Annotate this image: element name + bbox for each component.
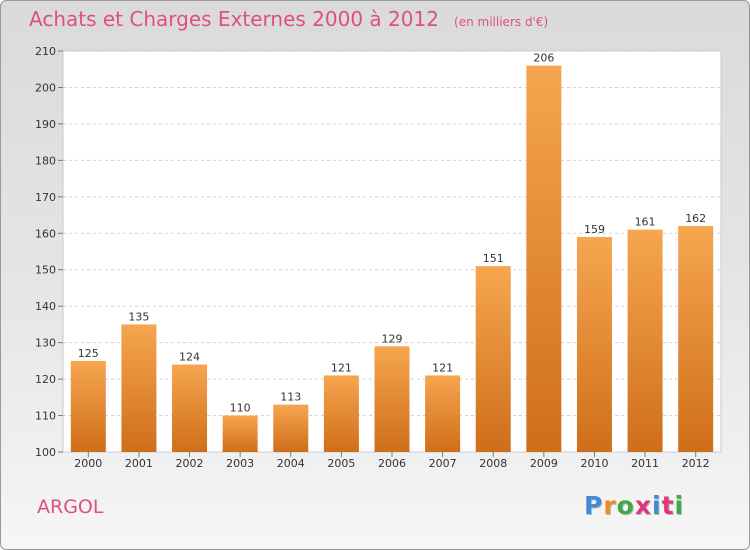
x-tick-label: 2011 <box>631 457 659 470</box>
bar-value-label: 121 <box>331 361 352 374</box>
bar-value-label: 162 <box>685 212 706 225</box>
bar <box>222 415 258 452</box>
y-tick-label: 190 <box>35 118 56 131</box>
commune-name: ARGOL <box>37 496 104 518</box>
x-tick-label: 2007 <box>429 457 457 470</box>
chart-subtitle: (en milliers d'€) <box>454 15 549 29</box>
logo-letter: t <box>661 491 675 520</box>
chart-title: Achats et Charges Externes 2000 à 2012 (… <box>29 7 548 31</box>
bar <box>475 266 511 452</box>
bar-value-label: 206 <box>533 52 554 65</box>
bar-value-label: 110 <box>230 402 251 415</box>
x-axis: 2000 2001 2002 2003 2004 2005 2006 2007 2008 2009… <box>74 452 710 470</box>
bars: 125 135 124 110 113 121 129 121 151 206 159 161 162 <box>70 52 714 452</box>
bar <box>121 324 157 452</box>
x-tick-label: 2010 <box>580 457 608 470</box>
y-tick-label: 180 <box>35 154 56 167</box>
bar-value-label: 151 <box>483 252 504 265</box>
y-tick-label: 210 <box>35 45 56 58</box>
y-tick-label: 170 <box>35 191 56 204</box>
logo-letter: i <box>652 491 662 520</box>
x-tick-label: 2005 <box>327 457 355 470</box>
bar-value-label: 129 <box>382 332 403 345</box>
bar-value-label: 113 <box>280 391 301 404</box>
bar-value-label: 124 <box>179 351 200 364</box>
bar-value-label: 125 <box>78 347 99 360</box>
y-tick-label: 110 <box>35 410 56 423</box>
x-tick-label: 2006 <box>378 457 406 470</box>
y-tick-label: 150 <box>35 264 56 277</box>
bar <box>678 225 714 452</box>
x-tick-label: 2000 <box>74 457 102 470</box>
bar-value-label: 159 <box>584 223 605 236</box>
logo-letter: P <box>584 491 604 520</box>
x-tick-label: 2009 <box>530 457 558 470</box>
bar <box>273 404 309 452</box>
y-axis: 100 110 120 130 140 150 160 170 180 190 200 210 <box>35 45 63 459</box>
bar <box>323 375 359 452</box>
bar <box>627 229 663 452</box>
logo-letter: o <box>616 491 635 520</box>
logo-letter: x <box>634 491 652 520</box>
x-tick-label: 2012 <box>682 457 710 470</box>
y-tick-label: 120 <box>35 373 56 386</box>
bar <box>70 360 106 452</box>
bar <box>374 346 410 452</box>
logo-letter: i <box>674 491 685 520</box>
x-tick-label: 2003 <box>226 457 254 470</box>
bar <box>526 65 562 452</box>
x-tick-label: 2004 <box>277 457 305 470</box>
x-tick-label: 2002 <box>176 457 204 470</box>
bar-value-label: 161 <box>635 216 656 229</box>
bar <box>576 236 612 452</box>
y-tick-label: 200 <box>35 81 56 94</box>
proxiti-logo: Proxiti <box>584 491 684 520</box>
bar-value-label: 135 <box>128 310 149 323</box>
y-tick-label: 130 <box>35 337 56 350</box>
logo-letter: r <box>603 491 617 520</box>
y-tick-label: 100 <box>35 446 56 459</box>
chart-title-main: Achats et Charges Externes 2000 à 2012 <box>29 7 439 31</box>
y-tick-label: 160 <box>35 227 56 240</box>
x-tick-label: 2001 <box>125 457 153 470</box>
bar-value-label: 121 <box>432 361 453 374</box>
y-tick-label: 140 <box>35 300 56 313</box>
x-tick-label: 2008 <box>479 457 507 470</box>
bar <box>172 364 208 452</box>
bar <box>425 375 461 452</box>
